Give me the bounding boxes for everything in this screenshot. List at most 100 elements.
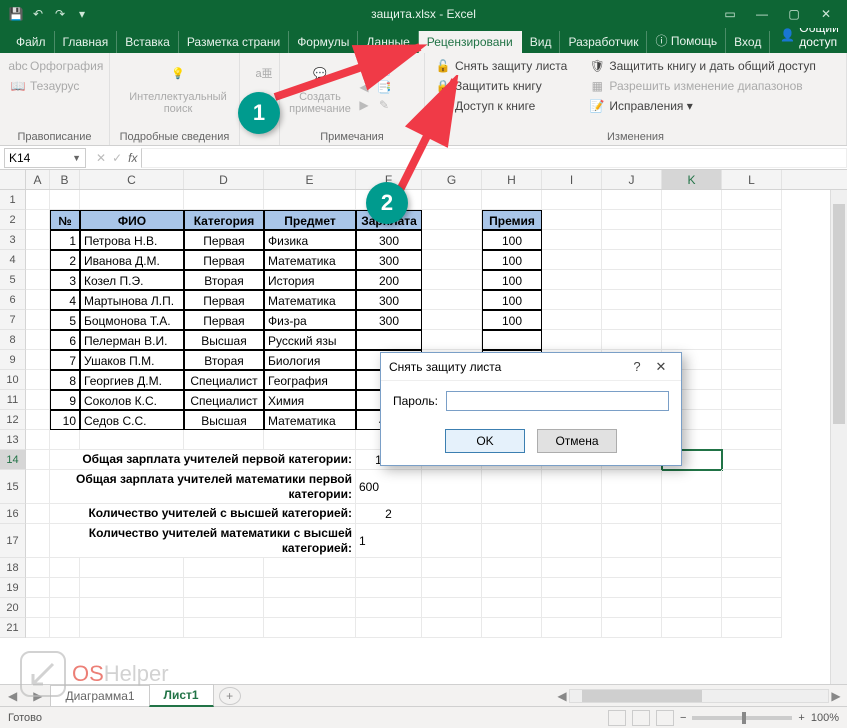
cell[interactable] xyxy=(722,250,782,270)
cell[interactable] xyxy=(80,190,184,210)
cell[interactable]: Предмет xyxy=(264,210,356,230)
cell[interactable] xyxy=(602,558,662,578)
cell[interactable]: Количество учителей с высшей категорией: xyxy=(50,504,356,524)
cell[interactable] xyxy=(26,578,50,598)
allow-ranges-button[interactable]: ▦Разрешить изменение диапазонов xyxy=(587,77,818,95)
cell[interactable] xyxy=(184,598,264,618)
cell[interactable] xyxy=(26,450,50,470)
cell[interactable]: Русский язы xyxy=(264,330,356,350)
cell[interactable]: Мартынова Л.П. xyxy=(80,290,184,310)
cell[interactable] xyxy=(264,618,356,638)
cell[interactable] xyxy=(264,598,356,618)
cell[interactable] xyxy=(356,330,422,350)
cell[interactable] xyxy=(662,190,722,210)
cancel-button[interactable]: Отмена xyxy=(537,429,617,453)
cell[interactable] xyxy=(662,230,722,250)
column-header[interactable]: D xyxy=(184,170,264,189)
zoom-level[interactable]: 100% xyxy=(811,712,839,724)
cell[interactable] xyxy=(482,470,542,504)
cell[interactable] xyxy=(722,470,782,504)
horizontal-scrollbar[interactable] xyxy=(569,689,829,703)
cell[interactable] xyxy=(50,558,80,578)
tab-developer[interactable]: Разработчик xyxy=(560,31,647,53)
row-header[interactable]: 16 xyxy=(0,504,26,524)
column-header[interactable]: B xyxy=(50,170,80,189)
cell[interactable]: 7 xyxy=(50,350,80,370)
dialog-close-button[interactable]: ✕ xyxy=(649,359,673,375)
cell[interactable] xyxy=(542,504,602,524)
qat-dropdown-icon[interactable]: ▾ xyxy=(74,6,90,22)
cell[interactable] xyxy=(722,230,782,250)
cell[interactable]: 1 xyxy=(356,524,422,558)
row-header[interactable]: 15 xyxy=(0,470,26,504)
cell[interactable] xyxy=(542,578,602,598)
cell[interactable] xyxy=(662,558,722,578)
column-header[interactable]: L xyxy=(722,170,782,189)
cell[interactable] xyxy=(26,250,50,270)
cell[interactable] xyxy=(26,430,50,450)
cell[interactable] xyxy=(542,290,602,310)
cell[interactable] xyxy=(602,618,662,638)
page-break-view-button[interactable] xyxy=(656,710,674,726)
cell[interactable] xyxy=(26,558,50,578)
cell[interactable]: Соколов К.С. xyxy=(80,390,184,410)
cell[interactable] xyxy=(722,410,782,430)
cell[interactable] xyxy=(184,618,264,638)
vertical-scrollbar[interactable] xyxy=(830,190,847,684)
cell[interactable]: 8 xyxy=(50,370,80,390)
cell[interactable] xyxy=(26,290,50,310)
row-header[interactable]: 8 xyxy=(0,330,26,350)
cell[interactable] xyxy=(80,598,184,618)
cell[interactable] xyxy=(422,578,482,598)
cell[interactable]: Вторая xyxy=(184,270,264,290)
cell[interactable] xyxy=(482,578,542,598)
cell[interactable] xyxy=(482,558,542,578)
cell[interactable] xyxy=(26,230,50,250)
cell[interactable] xyxy=(422,310,482,330)
cell[interactable] xyxy=(264,558,356,578)
cell[interactable] xyxy=(50,430,80,450)
cell[interactable]: 2 xyxy=(50,250,80,270)
scroll-left-icon[interactable]: ◀ xyxy=(555,689,569,703)
row-header[interactable]: 4 xyxy=(0,250,26,270)
column-header[interactable]: K xyxy=(662,170,722,189)
row-header[interactable]: 10 xyxy=(0,370,26,390)
cell[interactable] xyxy=(542,210,602,230)
cell[interactable] xyxy=(422,598,482,618)
cell[interactable] xyxy=(482,598,542,618)
thesaurus-button[interactable]: 📖Тезаурус xyxy=(8,77,101,95)
cell[interactable] xyxy=(662,598,722,618)
cell[interactable]: Математика xyxy=(264,250,356,270)
cell[interactable]: 200 xyxy=(356,270,422,290)
cell[interactable] xyxy=(722,558,782,578)
cell[interactable] xyxy=(722,310,782,330)
cell[interactable]: 1 xyxy=(50,230,80,250)
cell[interactable]: Первая xyxy=(184,310,264,330)
cell[interactable] xyxy=(602,504,662,524)
cell[interactable]: 100 xyxy=(482,230,542,250)
cell[interactable] xyxy=(722,390,782,410)
column-header[interactable]: E xyxy=(264,170,356,189)
cell[interactable]: Иванова Д.М. xyxy=(80,250,184,270)
row-header[interactable]: 5 xyxy=(0,270,26,290)
cell[interactable] xyxy=(602,578,662,598)
cell[interactable]: № xyxy=(50,210,80,230)
cell[interactable]: Седов С.С. xyxy=(80,410,184,430)
cell[interactable] xyxy=(184,578,264,598)
cell[interactable]: 100 xyxy=(482,270,542,290)
cell[interactable] xyxy=(422,250,482,270)
cell[interactable] xyxy=(482,524,542,558)
cell[interactable] xyxy=(602,250,662,270)
row-header[interactable]: 13 xyxy=(0,430,26,450)
unprotect-sheet-button[interactable]: 🔓Снять защиту листа xyxy=(433,57,569,75)
cell[interactable] xyxy=(542,618,602,638)
cell[interactable]: Первая xyxy=(184,290,264,310)
cell[interactable] xyxy=(602,598,662,618)
cell[interactable] xyxy=(542,270,602,290)
cell[interactable] xyxy=(662,524,722,558)
tab-view[interactable]: Вид xyxy=(522,31,561,53)
cell[interactable] xyxy=(602,470,662,504)
cell[interactable] xyxy=(722,210,782,230)
cell[interactable] xyxy=(662,310,722,330)
cell[interactable] xyxy=(602,270,662,290)
